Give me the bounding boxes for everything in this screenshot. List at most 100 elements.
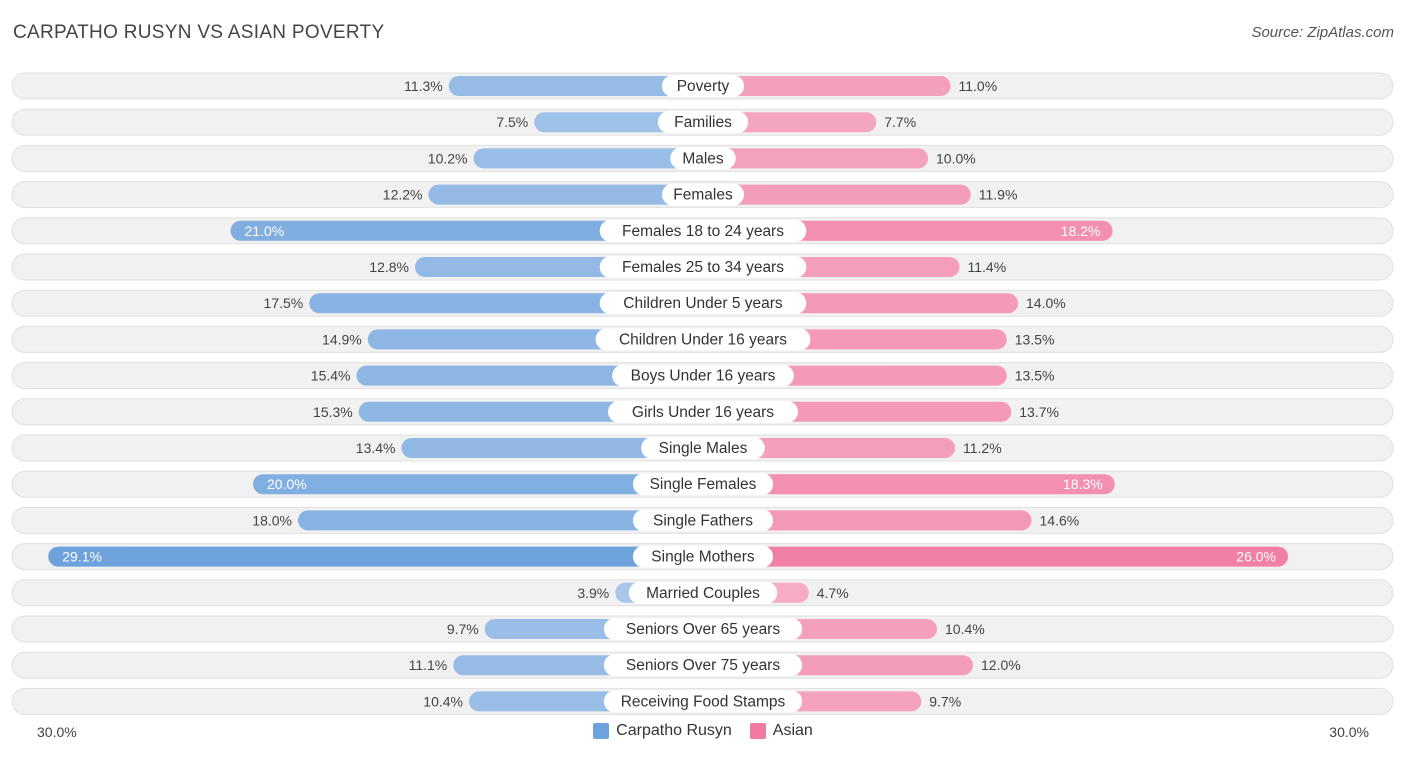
category-label: Females 25 to 34 years (622, 259, 784, 276)
category-pill (603, 654, 803, 677)
category-pill (603, 690, 803, 713)
value-label-carpatho-rusyn: 13.4% (356, 440, 396, 456)
legend-swatch-asian (749, 723, 766, 739)
legend-swatch-carpatho-rusyn (593, 723, 610, 739)
value-label-asian: 18.2% (1061, 223, 1101, 239)
value-label-carpatho-rusyn: 21.0% (245, 223, 285, 239)
category-pill (641, 437, 765, 459)
category-label: Females 18 to 24 years (622, 223, 784, 240)
value-label-carpatho-rusyn: 10.2% (428, 150, 468, 166)
value-label-carpatho-rusyn: 11.1% (409, 657, 448, 673)
bar-asian (703, 220, 1113, 241)
axis-min-label: 30.0% (37, 724, 77, 740)
bar-carpatho-rusyn (298, 510, 703, 531)
category-pill (661, 75, 745, 97)
value-label-asian: 13.5% (1015, 331, 1055, 347)
category-pill (599, 256, 807, 278)
value-label-carpatho-rusyn: 9.7% (447, 621, 479, 637)
category-label: Single Females (650, 476, 757, 493)
value-label-asian: 10.0% (936, 150, 976, 166)
bar-carpatho-rusyn (448, 76, 703, 96)
value-label-carpatho-rusyn: 17.5% (264, 295, 304, 311)
value-label-carpatho-rusyn: 7.5% (496, 114, 528, 130)
value-label-asian: 7.7% (884, 114, 916, 130)
category-label: Single Males (659, 440, 748, 457)
value-label-asian: 14.0% (1026, 295, 1066, 311)
category-pill (628, 581, 778, 604)
value-label-carpatho-rusyn: 12.8% (369, 259, 409, 275)
bar-carpatho-rusyn (401, 438, 703, 458)
value-label-carpatho-rusyn: 12.2% (383, 187, 423, 203)
category-pill (670, 147, 736, 170)
legend-label-carpatho-rusyn: Carpatho Rusyn (616, 722, 732, 739)
category-label: Seniors Over 75 years (626, 657, 780, 674)
value-label-asian: 10.4% (945, 621, 985, 637)
value-label-carpatho-rusyn: 29.1% (62, 549, 102, 565)
category-label: Poverty (677, 78, 730, 95)
category-label: Families (674, 114, 732, 131)
value-label-asian: 11.0% (959, 78, 998, 94)
value-label-carpatho-rusyn: 20.0% (267, 476, 307, 492)
value-label-asian: 14.6% (1040, 512, 1080, 528)
bar-asian (703, 184, 971, 205)
category-pill (603, 618, 803, 640)
value-label-carpatho-rusyn: 18.0% (252, 512, 292, 528)
diverging-bar-chart: 11.3% 11.0% Poverty 7.5% 7.7% Families 10.2% 10… (11, 72, 1394, 715)
value-label-carpatho-rusyn: 11.3% (404, 78, 443, 94)
category-label: Married Couples (646, 585, 760, 602)
bar-asian (703, 76, 951, 96)
value-label-asian: 4.7% (817, 585, 849, 601)
category-pill (632, 545, 774, 568)
category-pill (632, 509, 774, 532)
value-label-carpatho-rusyn: 3.9% (577, 585, 609, 601)
category-label: Children Under 5 years (623, 295, 783, 312)
category-label: Children Under 16 years (619, 331, 787, 348)
value-label-asian: 26.0% (1236, 549, 1276, 565)
category-pill (632, 473, 774, 496)
value-label-carpatho-rusyn: 15.3% (313, 404, 353, 420)
chart-source: Source: ZipAtlas.com (1251, 24, 1394, 41)
value-label-carpatho-rusyn: 14.9% (322, 331, 362, 347)
value-label-asian: 11.2% (963, 440, 1002, 456)
category-label: Single Fathers (653, 512, 753, 529)
value-label-asian: 18.3% (1063, 476, 1103, 492)
category-label: Females (673, 187, 733, 204)
category-label: Boys Under 16 years (631, 368, 776, 385)
value-label-asian: 11.4% (968, 259, 1007, 275)
bar-carpatho-rusyn (428, 184, 703, 205)
bar-asian (703, 148, 928, 169)
value-label-asian: 13.7% (1019, 404, 1059, 420)
legend-item-asian[interactable]: Asian (749, 722, 813, 740)
bar-carpatho-rusyn (253, 474, 703, 495)
category-label: Girls Under 16 years (632, 404, 774, 421)
category-pill (599, 219, 807, 242)
value-label-asian: 9.7% (929, 693, 961, 709)
chart-title: CARPATHO RUSYN VS ASIAN POVERTY (13, 22, 385, 43)
bar-carpatho-rusyn (473, 148, 703, 169)
category-pill (661, 183, 745, 206)
legend: Carpatho Rusyn Asian (0, 722, 1406, 740)
value-label-asian: 12.0% (981, 657, 1021, 673)
category-label: Receiving Food Stamps (621, 693, 786, 710)
category-label: Seniors Over 65 years (626, 621, 780, 638)
axis-max-label: 30.0% (1329, 724, 1369, 740)
category-pill (657, 111, 749, 134)
bar-asian (703, 438, 955, 458)
category-pill (595, 328, 811, 351)
value-label-carpatho-rusyn: 15.4% (311, 368, 351, 384)
category-pill (608, 400, 798, 423)
bar-asian (703, 510, 1032, 531)
bar-asian (703, 546, 1288, 567)
value-label-asian: 13.5% (1015, 368, 1055, 384)
legend-item-carpatho-rusyn[interactable]: Carpatho Rusyn (593, 722, 732, 740)
bar-asian (703, 474, 1115, 495)
bar-carpatho-rusyn (48, 546, 703, 567)
category-label: Males (682, 150, 724, 167)
bar-carpatho-rusyn (230, 220, 703, 241)
legend-label-asian: Asian (772, 722, 813, 739)
value-label-carpatho-rusyn: 10.4% (423, 693, 463, 709)
category-pill (599, 292, 807, 315)
category-label: Single Mothers (651, 549, 755, 566)
category-pill (612, 364, 794, 387)
value-label-asian: 11.9% (979, 187, 1018, 203)
